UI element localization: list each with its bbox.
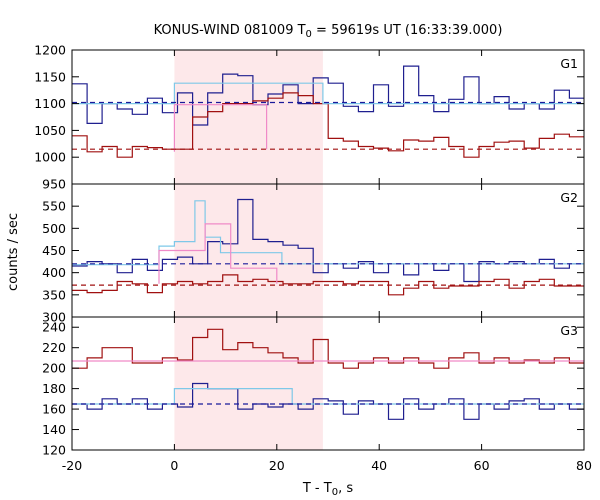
- y-axis-label: counts / sec: [6, 213, 21, 291]
- panel-g2-frame: [71, 183, 585, 318]
- panel-g3-ytick-label: 240: [42, 320, 66, 335]
- panel-g1-g1-counts-red: [72, 92, 584, 158]
- panel-g1-ytick-label: 1150: [34, 69, 66, 84]
- panel-g3-ytick-label: 160: [42, 402, 66, 417]
- panel-g2-g2-rate-fit: [72, 200, 584, 266]
- panel-g1-g1-counts-blue: [72, 65, 584, 126]
- panel-g1-ytick-label: 1000: [34, 150, 66, 165]
- panel-g2-g2-counts-blue: [72, 198, 584, 283]
- chart-title: KONUS-WIND 081009 T0 = 59619s UT (16:33:…: [154, 23, 503, 40]
- panel-g1-g1-rate-fit: [72, 82, 584, 105]
- panel-g1-g1-red-fit: [173, 104, 268, 152]
- panel-g3-g3-counts-red: [72, 328, 584, 369]
- panel-g3-ytick-label: 140: [42, 422, 66, 437]
- panel-g2-ytick-label: 500: [42, 221, 66, 236]
- panel-g1-ytick-label: 1050: [34, 123, 66, 138]
- x-tick-label: 0: [170, 458, 178, 473]
- x-tick-label: 20: [269, 458, 285, 473]
- panel-g2-g2-red-fit: [158, 223, 278, 284]
- panel-g3-g3-rate-fit: [72, 388, 584, 405]
- panel-g2-ytick-label: 350: [42, 287, 66, 302]
- x-axis-label: T - T0, s: [302, 481, 353, 498]
- panel-g2-label: G2: [560, 190, 578, 205]
- x-tick-label: 80: [576, 458, 592, 473]
- panel-g3-ytick-label: 220: [42, 340, 66, 355]
- panel-g2-ytick-label: 300: [42, 310, 66, 325]
- panel-g3-ytick-label: 120: [42, 443, 66, 458]
- x-tick-label: -20: [62, 458, 82, 473]
- panel-g3-ytick-label: 200: [42, 361, 66, 376]
- panel-g3-label: G3: [560, 323, 578, 338]
- panel-g2-g2-counts-red: [72, 274, 584, 296]
- panel-g1-label: G1: [560, 56, 578, 71]
- panel-g3-g3-counts-blue: [72, 382, 584, 420]
- plot-area: 95010001050110011501200G1300350400450500…: [34, 43, 592, 474]
- panel-g1-ytick-label: 1200: [34, 43, 66, 58]
- panel-g3-frame: [71, 316, 585, 451]
- panel-g2-ytick-label: 450: [42, 243, 66, 258]
- panel-g2-ytick-label: 400: [42, 265, 66, 280]
- x-tick-label: 40: [371, 458, 387, 473]
- panel-g2-ytick-label: 550: [42, 199, 66, 214]
- x-tick-label: 60: [474, 458, 490, 473]
- panel-g1-ytick-label: 1100: [34, 96, 66, 111]
- panel-g3-ytick-label: 180: [42, 381, 66, 396]
- panel-g1-ytick-label: 950: [42, 177, 66, 192]
